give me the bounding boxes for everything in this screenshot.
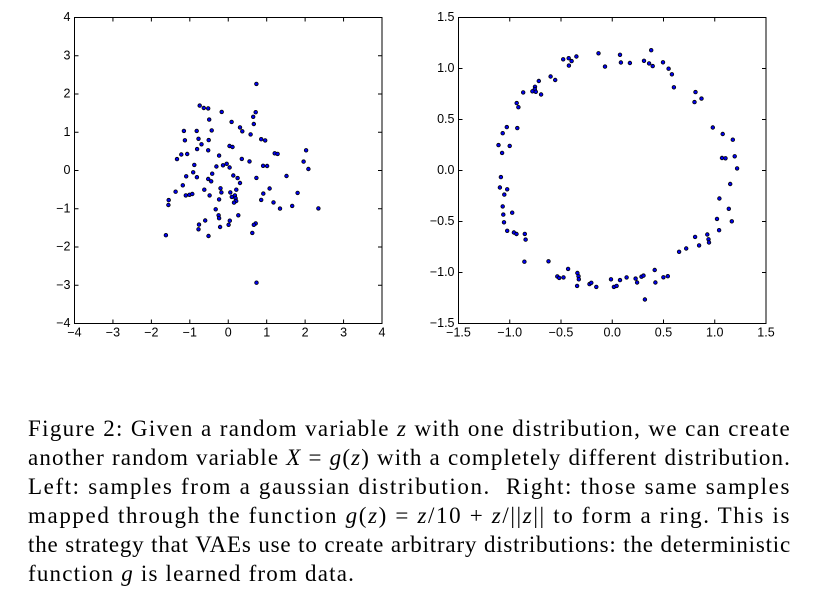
svg-text:0.5: 0.5 bbox=[437, 112, 454, 126]
svg-text:0: 0 bbox=[225, 326, 232, 340]
svg-text:−1.0: −1.0 bbox=[430, 265, 455, 279]
svg-text:−4: −4 bbox=[56, 316, 70, 330]
svg-text:4: 4 bbox=[379, 326, 386, 340]
svg-text:−4: −4 bbox=[67, 326, 81, 340]
svg-text:1.5: 1.5 bbox=[757, 326, 774, 340]
svg-text:2: 2 bbox=[64, 87, 71, 101]
svg-text:1.0: 1.0 bbox=[706, 326, 723, 340]
svg-text:1.5: 1.5 bbox=[437, 10, 454, 24]
svg-text:2: 2 bbox=[302, 326, 309, 340]
svg-text:0.5: 0.5 bbox=[655, 326, 672, 340]
svg-text:3: 3 bbox=[64, 48, 71, 62]
svg-text:1: 1 bbox=[263, 326, 270, 340]
svg-text:1: 1 bbox=[64, 125, 71, 139]
svg-text:4: 4 bbox=[64, 10, 71, 24]
svg-text:0: 0 bbox=[64, 163, 71, 177]
svg-text:−1.5: −1.5 bbox=[446, 326, 471, 340]
svg-text:1.0: 1.0 bbox=[437, 61, 454, 75]
svg-text:−1: −1 bbox=[56, 201, 70, 215]
svg-text:−2: −2 bbox=[56, 240, 70, 254]
svg-text:3: 3 bbox=[340, 326, 347, 340]
svg-text:0.0: 0.0 bbox=[604, 326, 621, 340]
svg-text:−0.5: −0.5 bbox=[430, 214, 455, 228]
svg-text:0.0: 0.0 bbox=[437, 163, 454, 177]
svg-text:−3: −3 bbox=[56, 278, 70, 292]
svg-text:−3: −3 bbox=[106, 326, 120, 340]
svg-text:−1: −1 bbox=[183, 326, 197, 340]
svg-text:−1.5: −1.5 bbox=[430, 316, 455, 330]
svg-text:−1.0: −1.0 bbox=[497, 326, 522, 340]
svg-text:−0.5: −0.5 bbox=[549, 326, 574, 340]
svg-text:−2: −2 bbox=[144, 326, 158, 340]
